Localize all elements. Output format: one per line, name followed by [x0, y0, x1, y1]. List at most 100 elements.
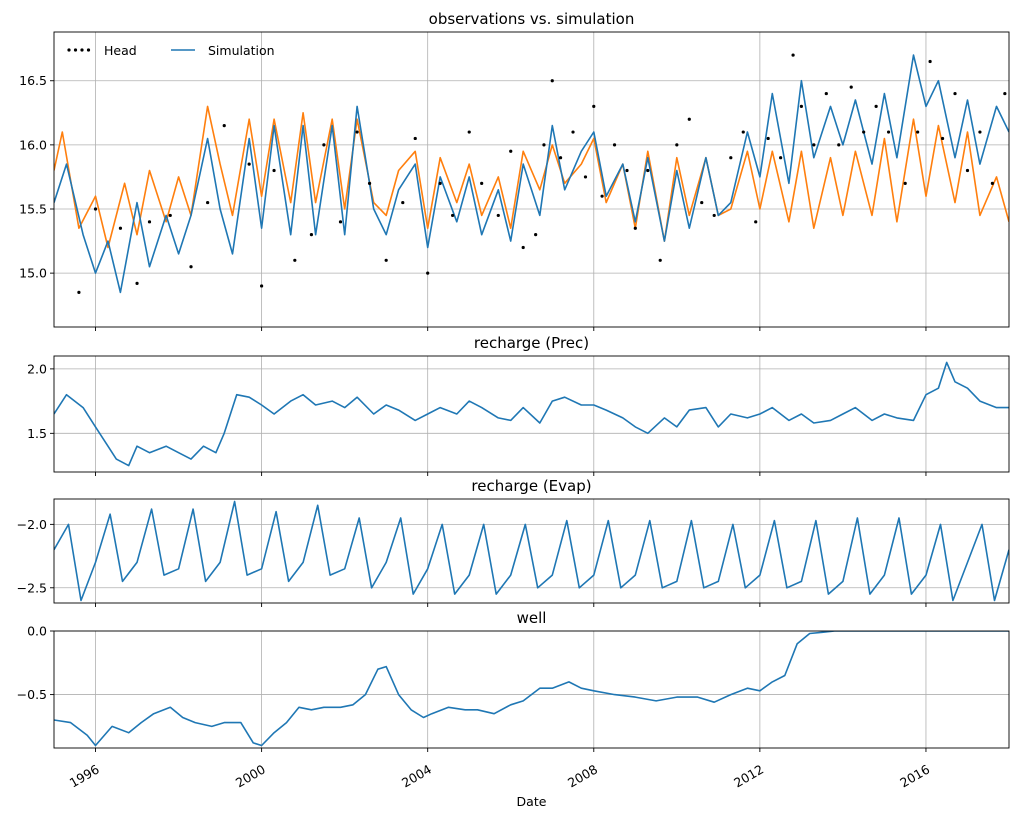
legend-simulation-label: Simulation: [208, 43, 275, 58]
y-tick-label: 1.5: [27, 426, 47, 441]
y-tick-label: 15.5: [19, 202, 47, 217]
panel-observations: 15.0 15.5 16.0 16.5 observations vs. simulat…: [19, 10, 1010, 331]
x-tick-label: 1996: [67, 762, 102, 791]
head-point: [438, 181, 442, 185]
panel-recharge-prec: 1.5 2.0 recharge (Prec): [27, 334, 1010, 476]
head-point: [426, 271, 430, 275]
legend-head-marker: [80, 48, 84, 52]
head-point: [93, 207, 98, 211]
x-tick-label: 2004: [399, 762, 434, 791]
head-point: [413, 136, 417, 141]
head-point: [729, 156, 733, 160]
x-axis-label: Date: [517, 794, 547, 809]
axes-frame: [53, 31, 1010, 328]
head-point: [874, 104, 878, 108]
head-point: [612, 143, 617, 147]
head-point: [779, 156, 783, 160]
head-point: [260, 284, 264, 288]
simulation-line: [54, 54, 1009, 294]
head-point: [799, 104, 803, 108]
head-point: [658, 258, 662, 262]
head-point: [812, 143, 816, 147]
y-tick-label: −2.5: [17, 580, 47, 595]
head-point: [886, 130, 891, 134]
head-point: [571, 130, 575, 134]
head-point: [849, 85, 853, 89]
head-point: [700, 200, 704, 205]
head-point: [712, 213, 716, 218]
y-tick-label: −0.5: [17, 687, 47, 702]
head-point: [206, 200, 210, 205]
head-point: [77, 290, 81, 294]
head-point: [189, 265, 193, 269]
head-point: [824, 91, 828, 96]
head-point: [903, 181, 907, 185]
legend-head-marker: [86, 48, 91, 52]
head-point: [550, 79, 554, 83]
panel-title: well: [517, 609, 547, 627]
head-point: [467, 130, 471, 134]
head-point: [135, 281, 139, 285]
head-point: [687, 117, 691, 121]
axes-frame: [53, 355, 1010, 473]
head-point: [791, 53, 795, 57]
head-point: [367, 181, 372, 185]
plot-area: [54, 361, 1009, 467]
head-point: [766, 136, 770, 141]
head-point: [322, 143, 326, 147]
head-point: [583, 175, 588, 179]
plot-area: [54, 500, 1009, 602]
panel-title: recharge (Prec): [474, 334, 589, 352]
head-point: [675, 143, 679, 147]
legend: Head Simulation: [67, 43, 275, 58]
panel-title: recharge (Evap): [471, 477, 591, 495]
head-point: [916, 130, 920, 134]
head-point: [168, 213, 172, 218]
plot-area: [54, 53, 1009, 294]
legend-head-label: Head: [104, 43, 137, 58]
head-point: [1003, 91, 1007, 96]
head-point: [965, 168, 970, 173]
head-point: [147, 220, 152, 224]
head-point: [222, 124, 226, 128]
head-point: [990, 181, 994, 185]
head-point: [741, 130, 745, 134]
y-tick-label: −2.0: [17, 517, 47, 532]
axes-frame: [53, 498, 1010, 604]
y-tick-label: 16.5: [19, 73, 47, 88]
y-tick-label: 0.0: [27, 624, 47, 639]
axes-frame: [53, 630, 1010, 749]
series-line: [54, 500, 1009, 602]
head-point: [480, 181, 484, 185]
head-point: [293, 258, 297, 262]
x-tick-label: 2012: [731, 762, 766, 791]
head-point: [496, 213, 500, 218]
x-tick-label: 2000: [233, 762, 268, 791]
series-line: [54, 631, 1009, 747]
y-tick-label: 2.0: [27, 361, 47, 376]
head-point: [558, 156, 563, 160]
legend-head-marker: [73, 48, 78, 52]
panel-recharge-evap: −2.5 −2.0 recharge (Evap): [17, 477, 1010, 607]
plot-area: [54, 631, 1009, 747]
head-point: [754, 220, 758, 224]
head-point: [600, 194, 604, 198]
head-point: [384, 258, 388, 262]
head-point: [940, 136, 945, 141]
head-point: [646, 168, 650, 173]
head-point: [625, 168, 629, 173]
head-point: [451, 213, 455, 218]
head-point: [978, 130, 982, 134]
panel-title: observations vs. simulation: [429, 10, 635, 28]
x-tick-label: 2016: [897, 762, 932, 791]
head-point: [953, 91, 957, 96]
orange-series-line: [54, 105, 1009, 249]
legend-head-marker: [67, 48, 71, 52]
head-point: [521, 245, 525, 250]
head-point: [633, 226, 637, 230]
panel-well: −0.5 0.0 well 1996 2000 2004 2008 2012 2016 Date: [17, 609, 1010, 809]
head-point: [355, 130, 359, 134]
head-point: [592, 104, 596, 108]
x-tick-label: 2008: [565, 762, 600, 791]
